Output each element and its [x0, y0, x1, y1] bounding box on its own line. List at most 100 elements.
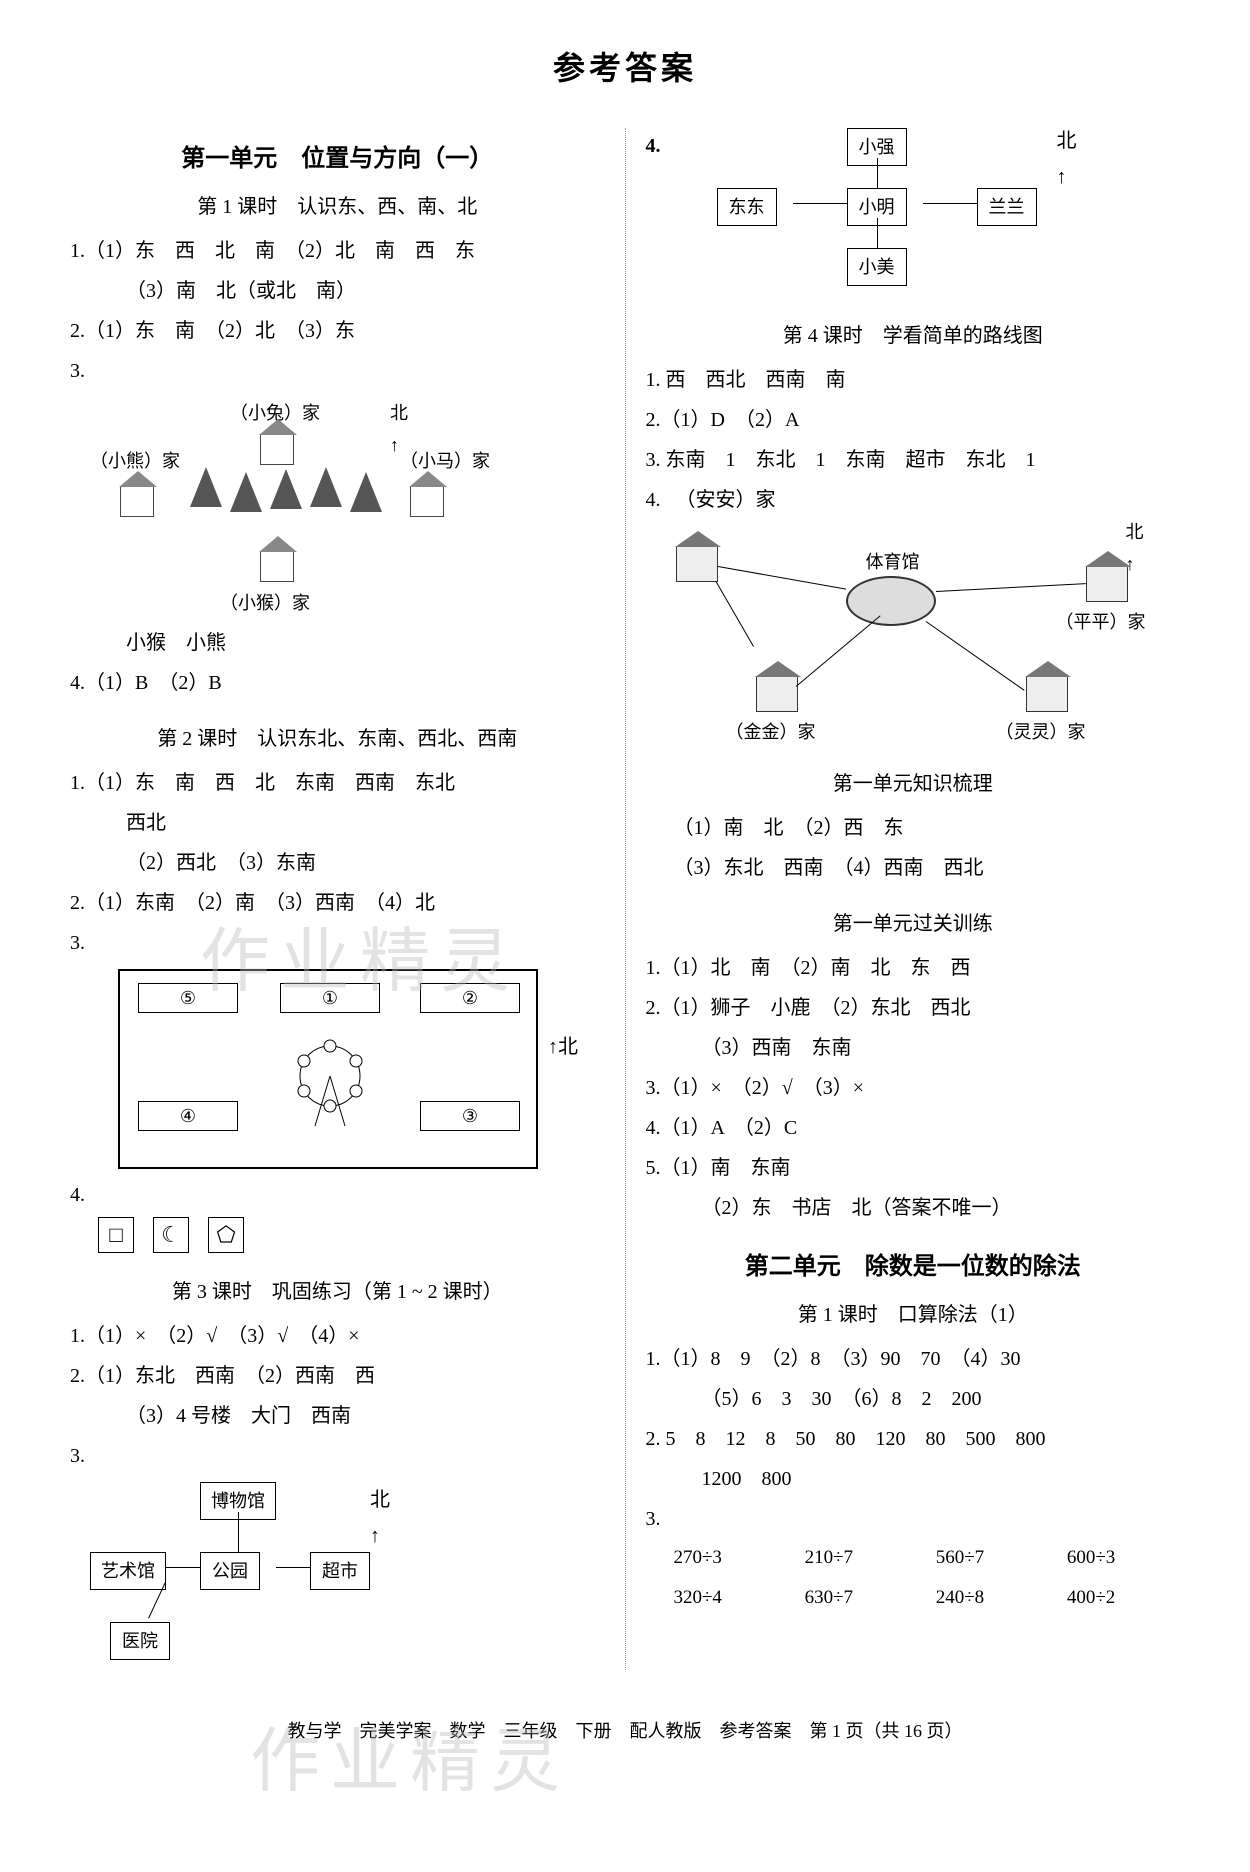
monkey-label: （小猴）家 — [220, 587, 310, 619]
unit2-title: 第二单元 除数是一位数的除法 — [646, 1246, 1181, 1289]
moon-shape-icon: ☾ — [153, 1217, 189, 1253]
l4-q2: 2.（1）D （2）A — [646, 402, 1181, 438]
museum-diagram: 博物馆 北↑ 艺术馆 公园 超市 医院 — [90, 1482, 440, 1662]
lesson2-title: 第 2 课时 认识东北、东南、西北、西南 — [70, 721, 605, 757]
l2-q3-num: 3. — [70, 925, 605, 961]
l4-q3: 3. 东南 1 东北 1 东南 超市 东北 1 — [646, 442, 1181, 478]
u2l1-q3-num: 3. — [646, 1501, 1181, 1537]
slot-4: ④ — [138, 1101, 238, 1131]
l1-q2: 2.（1）东 南 （2）北 （3）东 — [70, 313, 605, 349]
u2l1-q1: 1.（1）8 9 （2）8 （3）90 70 （4）30 — [646, 1341, 1181, 1377]
u2-lesson1-title: 第 1 课时 口算除法（1） — [646, 1297, 1181, 1333]
jinjin-label: （金金）家 — [726, 716, 816, 748]
div-expr: 210÷7 — [805, 1541, 918, 1575]
tree-icon — [310, 467, 342, 507]
l2-q1b: 西北 — [70, 805, 605, 841]
route-line — [935, 583, 1085, 592]
lesson4-title: 第 4 课时 学看简单的路线图 — [646, 318, 1181, 354]
review-q1: （1）南 北 （2）西 东 — [646, 810, 1181, 846]
slot-5: ⑤ — [138, 983, 238, 1013]
two-column-layout: 第一单元 位置与方向（一） 第 1 课时 认识东、西、南、北 1.（1）东 西 … — [50, 128, 1200, 1670]
north-label: 北↑ — [1126, 516, 1144, 581]
u2l1-q2: 2. 5 8 12 8 50 80 120 80 500 800 — [646, 1421, 1181, 1457]
l1-q3-num: 3. — [70, 353, 605, 389]
tree-icon — [230, 472, 262, 512]
pingping-label: （平平）家 — [1056, 606, 1146, 638]
l3-q3-num: 3. — [70, 1438, 605, 1474]
lesson3-title: 第 3 课时 巩固练习（第 1 ~ 2 课时） — [70, 1274, 605, 1310]
lanlan-box: 兰兰 — [977, 188, 1037, 226]
l4-q1: 1. 西 西北 西南 南 — [646, 362, 1181, 398]
forest-diagram: 北↑ （小兔）家 （小熊）家 （小马）家 （小猴）家 — [90, 397, 520, 617]
test-q2b: （3）西南 东南 — [646, 1030, 1181, 1066]
xiaomei-box: 小美 — [847, 248, 907, 286]
division-grid: 270÷3 210÷7 560÷7 600÷3 320÷4 630÷7 240÷… — [674, 1541, 1181, 1615]
route-line — [717, 566, 845, 590]
slot-2: ② — [420, 983, 520, 1013]
test-q4: 4.（1）A （2）C — [646, 1110, 1181, 1146]
div-expr: 240÷8 — [936, 1581, 1049, 1615]
test-q3: 3.（1）× （2）√ （3）× — [646, 1070, 1181, 1106]
north-label: 北↑ — [1057, 123, 1077, 195]
route-map-diagram: 北↑ 体育馆 （平平）家 （金金）家 （灵灵）家 — [666, 526, 1166, 746]
l1-q1: 1.（1）东 西 北 南 （2）北 南 西 东 — [70, 233, 605, 269]
horse-house-icon — [410, 487, 444, 517]
market-box: 超市 — [310, 1552, 370, 1590]
l1-q3-ans: 小猴 小熊 — [70, 625, 605, 661]
shapes-row: □ ☾ ⬠ — [98, 1217, 605, 1254]
connector-line — [877, 218, 878, 248]
div-expr: 270÷3 — [674, 1541, 787, 1575]
div-expr: 600÷3 — [1067, 1541, 1180, 1575]
square-shape-icon: □ — [98, 1217, 134, 1253]
jinjin-building-icon — [756, 676, 798, 712]
monkey-house-icon — [260, 552, 294, 582]
div-expr: 630÷7 — [805, 1581, 918, 1615]
position-grid-diagram: 小强 东东 小明 兰兰 小美 北↑ — [697, 128, 1077, 298]
l2-q1c: （2）西北 （3）东南 — [70, 845, 605, 881]
park-diagram: ⑤ ① ② ④ ③ — [118, 969, 538, 1169]
dongdong-box: 东东 — [717, 188, 777, 226]
l3-q1: 1.（1）× （2）√ （3）√ （4）× — [70, 1318, 605, 1354]
route-line — [715, 581, 753, 646]
connector-line — [923, 203, 977, 204]
l4-q4-num: 4. （安安）家 — [646, 482, 1181, 518]
pentagon-shape-icon: ⬠ — [208, 1217, 244, 1253]
north-label: ↑北 — [548, 1029, 578, 1065]
unit1-title: 第一单元 位置与方向（一） — [70, 138, 605, 181]
park-box: 公园 — [200, 1552, 260, 1590]
l3-q2b: （3）4 号楼 大门 西南 — [70, 1398, 605, 1434]
l2-q2: 2.（1）东南 （2）南 （3）西南 （4）北 — [70, 885, 605, 921]
test-q2: 2.（1）狮子 小鹿 （2）东北 西北 — [646, 990, 1181, 1026]
l1-q1b: （3）南 北（或北 南） — [70, 273, 605, 309]
north-label: 北↑ — [370, 1482, 390, 1554]
bear-house-icon — [120, 487, 154, 517]
lesson1-title: 第 1 课时 认识东、西、南、北 — [70, 189, 605, 225]
park-diagram-wrap: ⑤ ① ② ④ ③ ↑北 — [98, 969, 605, 1169]
anan-building-icon — [676, 546, 718, 582]
connector-line — [793, 203, 847, 204]
stadium-icon — [846, 576, 936, 626]
div-expr: 400÷2 — [1067, 1581, 1180, 1615]
tree-icon — [190, 467, 222, 507]
slot-1: ① — [280, 983, 380, 1013]
connector-line — [877, 158, 878, 188]
page-footer: 教与学 完美学案 数学 三年级 下册 配人教版 参考答案 第 1 页（共 16 … — [50, 1700, 1200, 1747]
test-title: 第一单元过关训练 — [646, 906, 1181, 942]
route-line — [925, 621, 1024, 691]
l1-q4: 4.（1）B （2）B — [70, 665, 605, 701]
rabbit-house-icon — [260, 435, 294, 465]
art-box: 艺术馆 — [90, 1552, 166, 1590]
review-q2: （3）东北 西南 （4）西南 西北 — [646, 850, 1181, 886]
slot-3: ③ — [420, 1101, 520, 1131]
connector-line — [166, 1567, 200, 1568]
test-q5b: （2）东 书店 北（答案不唯一） — [646, 1190, 1181, 1226]
u2l1-q1b: （5）6 3 30 （6）8 2 200 — [646, 1381, 1181, 1417]
lingling-building-icon — [1026, 676, 1068, 712]
route-line — [795, 615, 880, 686]
l2-q4-num: 4. — [70, 1177, 605, 1213]
connector-line — [276, 1567, 310, 1568]
tree-icon — [270, 469, 302, 509]
page-title: 参考答案 — [50, 40, 1200, 98]
u2l1-q2b: 1200 800 — [646, 1461, 1181, 1497]
lingling-label: （灵灵）家 — [996, 716, 1086, 748]
